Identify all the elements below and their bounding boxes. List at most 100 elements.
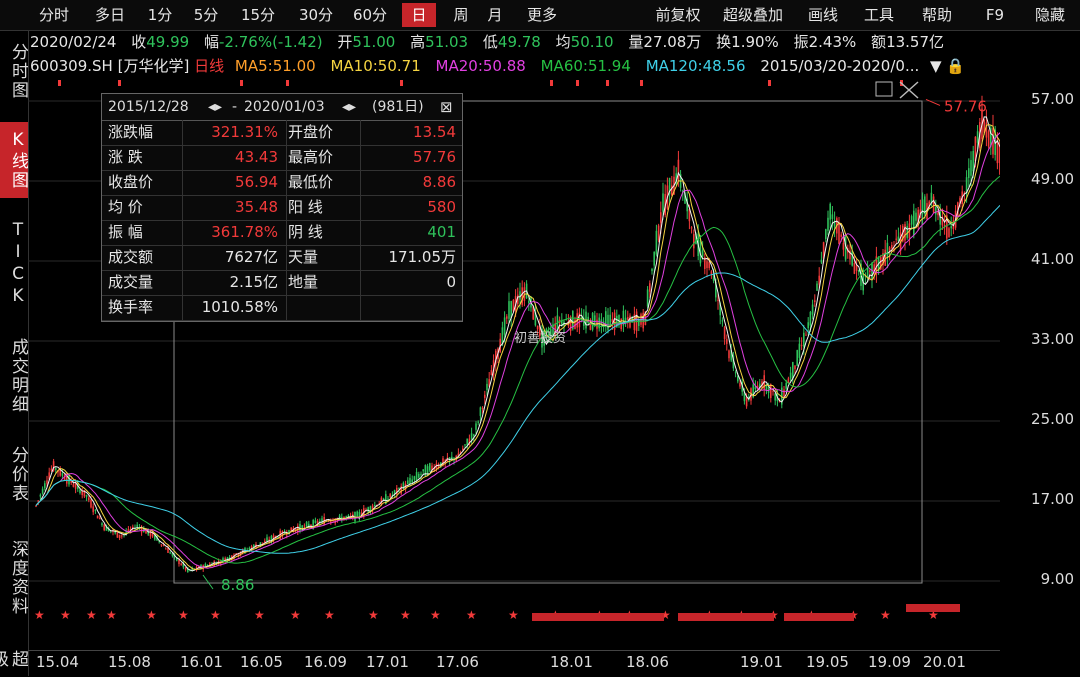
stats-row: 涨 跌 43.43 最高价 57.76 — [102, 145, 462, 171]
candle-body — [572, 311, 574, 330]
sidebar-item-1[interactable]: K线图 — [0, 122, 28, 198]
tool-1[interactable]: 超级叠加 — [722, 6, 783, 24]
date-range: 2015/03/20-2020/0... — [760, 57, 920, 75]
candle-body — [671, 185, 673, 196]
candle-body — [831, 214, 834, 220]
stats-cell-v2: 0 — [446, 273, 456, 291]
tab-2[interactable]: 1分 — [147, 6, 173, 24]
sidebar-item-5[interactable]: 深度资料 — [8, 540, 28, 616]
stats-cell-v1: 321.31% — [211, 123, 278, 141]
range-end-arrows-icon[interactable]: ◂▸ — [342, 99, 357, 115]
date-tick: 16.09 — [304, 653, 347, 671]
candle-body — [803, 332, 805, 347]
high-marker-label: 57.76 — [944, 97, 987, 115]
candle-body — [607, 314, 609, 330]
candle-body — [486, 383, 488, 391]
candle-body — [965, 177, 968, 194]
candle-body — [827, 217, 829, 231]
candle-body — [783, 389, 785, 397]
candle-body — [85, 495, 88, 497]
tab-7[interactable]: 日 — [402, 3, 436, 27]
sidebar-item-4[interactable]: 分价表 — [8, 445, 28, 503]
candle-body — [862, 270, 864, 291]
volume-label: 量 — [628, 33, 644, 51]
candle-body — [426, 466, 429, 475]
signal-star: ★ — [34, 608, 45, 622]
tab-5[interactable]: 30分 — [298, 6, 334, 24]
price-tick: 33.00 — [1031, 330, 1074, 348]
candle-body — [730, 350, 732, 361]
date-tick: 15.08 — [108, 653, 151, 671]
amplitude-value: 2.43% — [808, 33, 857, 51]
signal-star: ★ — [880, 608, 891, 622]
range-start-arrows-icon[interactable]: ◂▸ — [208, 99, 223, 115]
candle-body — [704, 257, 706, 269]
sidebar-item-3[interactable]: 成交明细 — [8, 338, 28, 414]
signal-star: ★ — [466, 608, 477, 622]
candle-body — [928, 201, 930, 209]
candle-body — [809, 311, 812, 326]
lock-icon[interactable]: 🔒 — [946, 57, 966, 75]
stats-cell-l2: 地量 — [288, 273, 319, 291]
candle-body — [767, 386, 770, 393]
candle-body — [752, 384, 754, 398]
candle-body — [457, 453, 460, 456]
candle-body — [466, 438, 468, 446]
sidebar-item-2[interactable]: TICK — [8, 220, 28, 308]
close-icon[interactable]: ⊠ — [440, 98, 453, 116]
tool-4[interactable]: 帮助 — [921, 6, 952, 24]
candle-body — [182, 563, 185, 568]
tab-3[interactable]: 5分 — [193, 6, 219, 24]
stats-row: 成交量 2.15亿 地量 0 — [102, 270, 462, 296]
high-marker-line — [925, 98, 941, 106]
candle-body — [924, 196, 926, 215]
selection-rect — [173, 100, 923, 584]
tool-5[interactable]: F9 — [985, 6, 1005, 24]
candle-body — [519, 291, 521, 300]
candle-body — [90, 499, 92, 508]
candle-body — [833, 221, 836, 227]
candle-body — [838, 223, 840, 244]
candle-body — [413, 476, 416, 480]
tab-10[interactable]: 更多 — [526, 6, 557, 24]
candle-body — [906, 226, 908, 238]
candle-body — [226, 557, 229, 560]
candle-body — [70, 479, 72, 483]
low-label: 低 — [482, 33, 498, 51]
candle-body — [415, 472, 418, 481]
tab-0[interactable]: 分时 — [38, 6, 69, 24]
close-value: 49.99 — [146, 33, 190, 51]
watermark-note: 初善投资 — [514, 330, 566, 346]
tool-2[interactable]: 画线 — [807, 6, 838, 24]
candle-body — [532, 306, 534, 320]
amplitude-label: 振 — [793, 33, 809, 51]
candle-body — [869, 270, 871, 272]
dropdown-triangle-icon[interactable]: ▼ — [930, 57, 942, 75]
candle-body — [719, 303, 721, 316]
sidebar-item-0[interactable]: 分时图 — [8, 42, 28, 100]
tab-1[interactable]: 多日 — [94, 6, 125, 24]
candle-body — [935, 206, 937, 215]
candle-body — [915, 212, 917, 221]
candle-body — [948, 228, 950, 238]
sidebar-item-6[interactable]: 超级 — [0, 649, 28, 669]
candle-body — [904, 224, 906, 241]
candle-body — [638, 319, 640, 327]
candle-body — [517, 294, 519, 305]
tab-8[interactable]: 周 — [453, 6, 469, 24]
tab-9[interactable]: 月 — [487, 6, 503, 24]
tab-4[interactable]: 15分 — [240, 6, 276, 24]
stats-cell-v1: 7627亿 — [224, 248, 278, 266]
tool-0[interactable]: 前复权 — [655, 6, 701, 24]
tool-3[interactable]: 工具 — [863, 6, 894, 24]
candle-body — [39, 494, 42, 497]
candle-body — [145, 529, 147, 534]
candle-body — [871, 263, 873, 280]
volume-value: 27.08万 — [643, 33, 702, 51]
tab-6[interactable]: 60分 — [352, 6, 388, 24]
candle-body — [389, 493, 391, 498]
stats-cell-l1: 成交量 — [108, 273, 154, 291]
candle-body — [910, 216, 913, 225]
tool-6[interactable]: 隐藏 — [1034, 6, 1065, 24]
